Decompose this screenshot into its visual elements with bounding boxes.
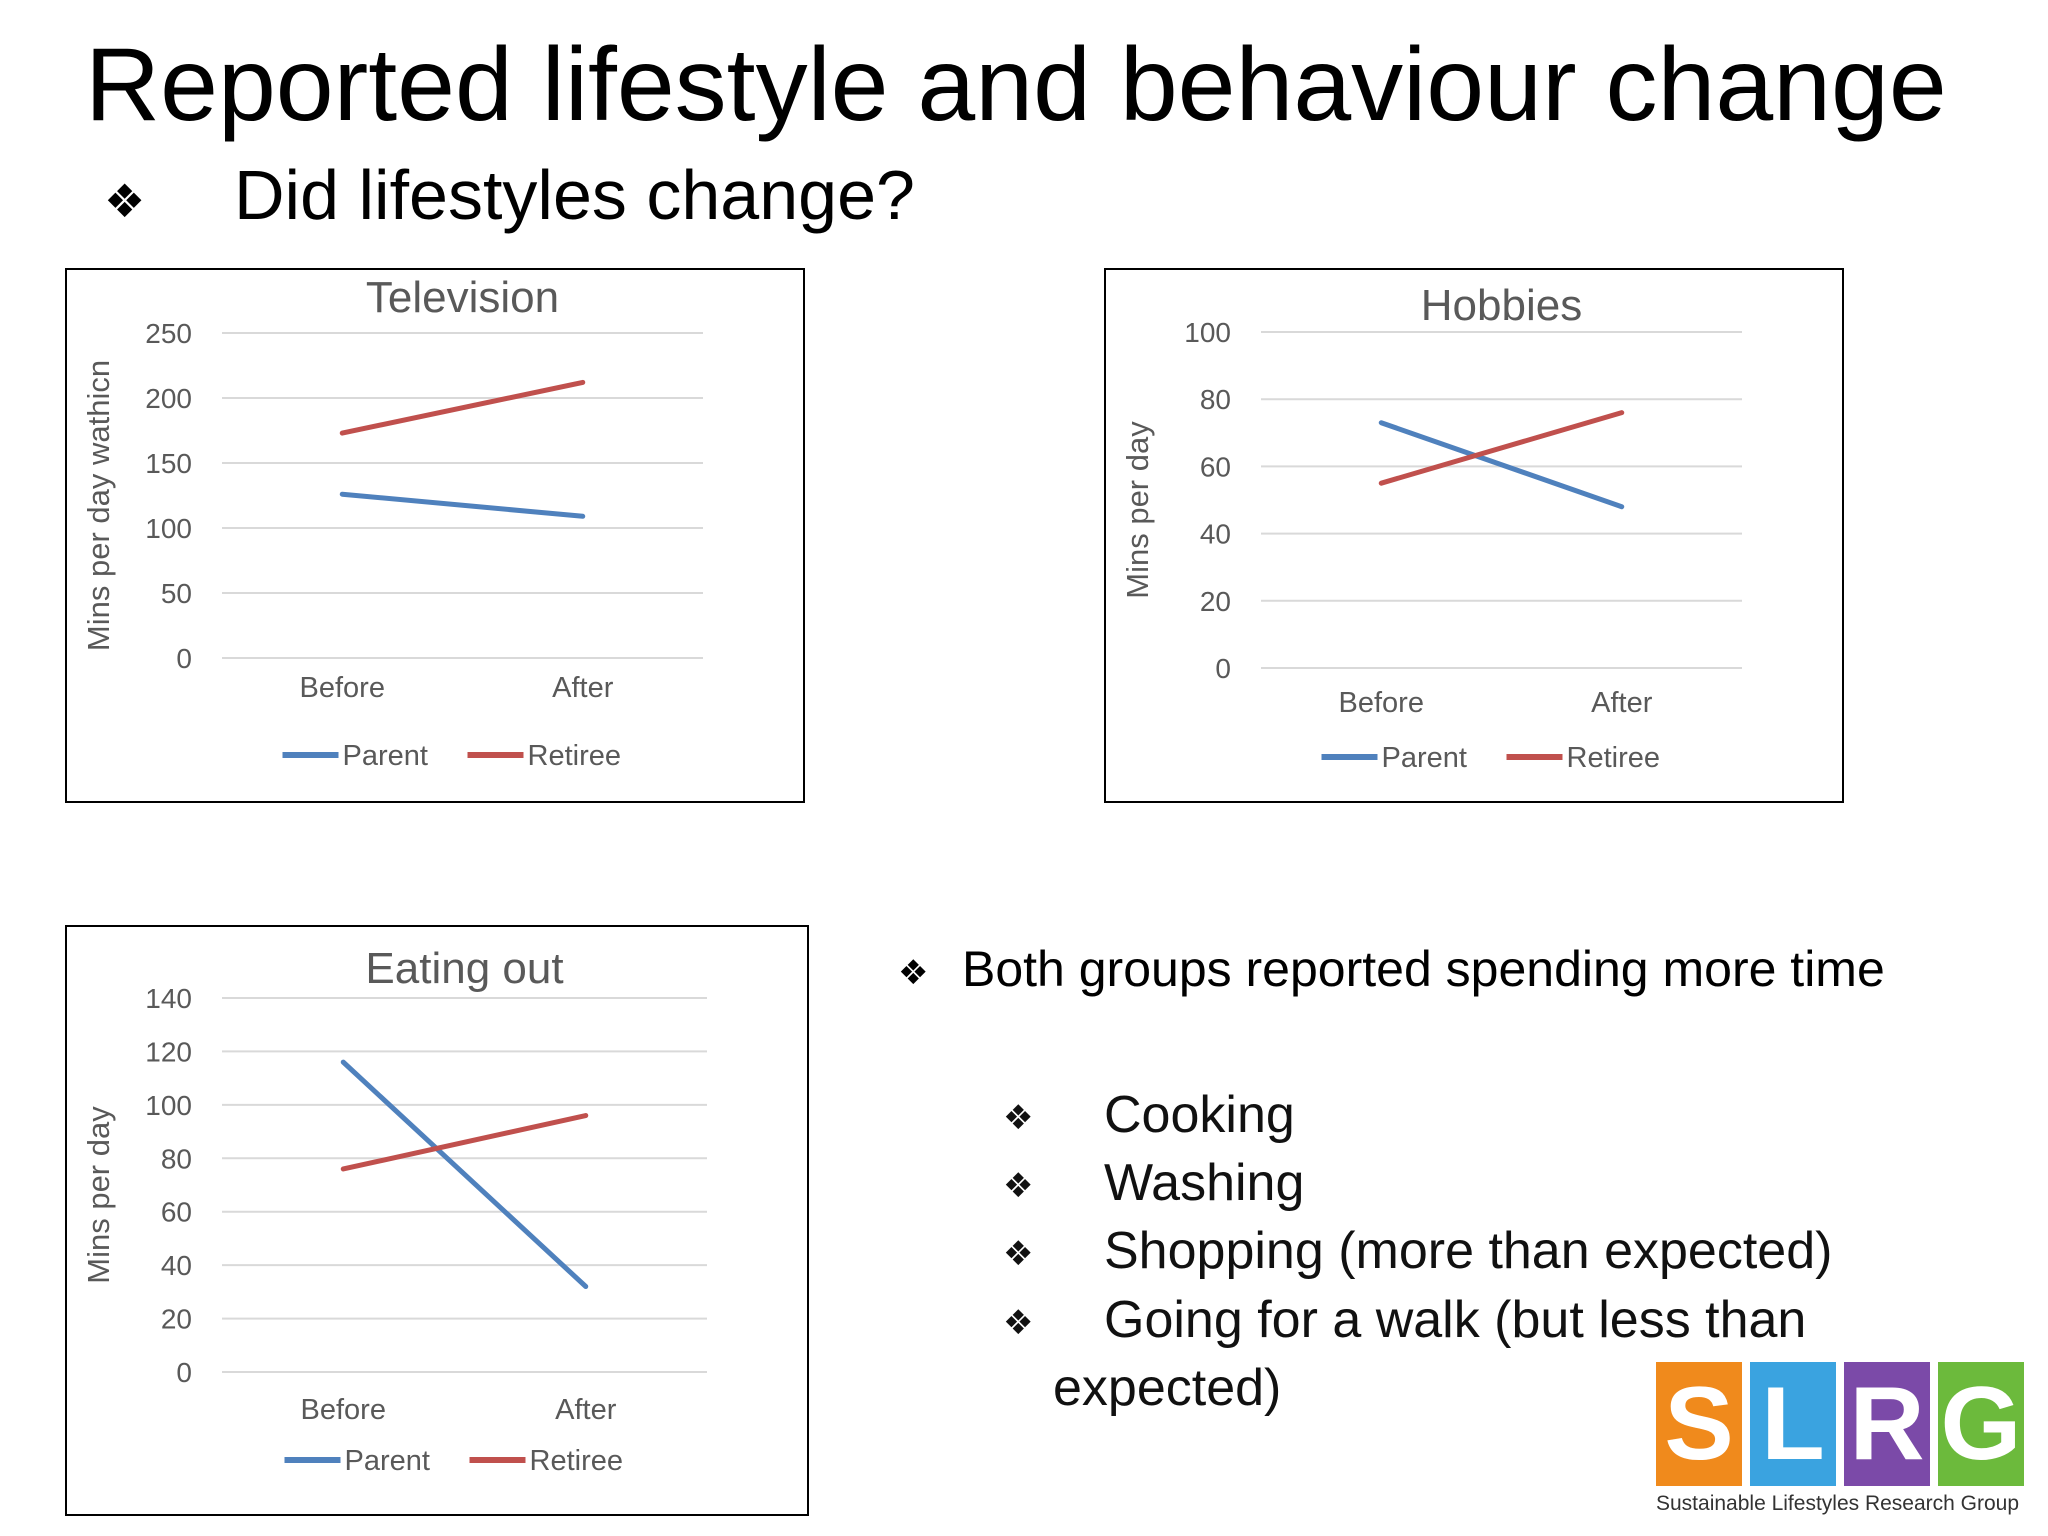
notes-item-text: Going for a walk (but less than: [1104, 1291, 1807, 1349]
notes-item-text: Cooking: [1104, 1086, 1295, 1144]
legend-label: Parent: [345, 1445, 430, 1477]
y-tick-label: 0: [176, 643, 192, 674]
notes-item-continuation: expected): [1053, 1359, 1282, 1417]
slide-subtitle-row: ❖ Did lifestyles change?: [104, 145, 915, 251]
slide-subtitle: Did lifestyles change?: [234, 156, 915, 234]
series-line-retiree: [1378, 410, 1625, 486]
x-tick-label: Before: [1339, 687, 1424, 719]
y-axis-label: Mins per day: [1120, 421, 1155, 599]
logo-letter: G: [1938, 1362, 2024, 1486]
notes-item-text: Shopping (more than expected): [1104, 1222, 1833, 1280]
diamond-bullet-icon: ❖: [104, 174, 146, 227]
slide-title: Reported lifestyle and behaviour change: [85, 27, 1947, 143]
y-tick-label: 20: [1200, 586, 1231, 617]
y-tick-label: 40: [1200, 519, 1231, 550]
y-tick-label: 120: [145, 1036, 192, 1067]
x-tick-label: Before: [301, 1394, 386, 1426]
y-tick-label: 0: [176, 1357, 192, 1388]
y-tick-label: 80: [161, 1143, 192, 1174]
chart-svg: 0 50 100 150 200 250 Television Mins per day wa…: [81, 273, 703, 772]
y-tick-label: 100: [145, 513, 192, 544]
notes-item: ❖ Cooking: [1003, 1085, 1295, 1145]
logo-tagline: Sustainable Lifestyles Research Group: [1656, 1492, 2020, 1515]
logo-letter: R: [1844, 1362, 1930, 1486]
diamond-bullet-icon: ❖: [1003, 1235, 1034, 1274]
x-tick-label: After: [552, 672, 614, 704]
slrg-logo: S L R G Sustainable Lifestyles Research …: [1656, 1362, 2024, 1522]
notes-item-text: Washing: [1104, 1154, 1305, 1212]
x-tick-label: Before: [300, 672, 385, 704]
logo-letter: L: [1750, 1362, 1836, 1486]
diamond-bullet-icon: ❖: [1003, 1099, 1034, 1138]
y-tick-label: 250: [145, 318, 192, 349]
series-line-retiree: [339, 379, 586, 436]
eating-out-chart: 0 20 40 60 80 100 120 140 Eating out Mins per day…: [65, 925, 809, 1516]
diamond-bullet-icon: ❖: [1003, 1304, 1034, 1343]
notes-item: ❖ Going for a walk (but less than: [1003, 1290, 1806, 1350]
series-line-parent: [340, 1059, 589, 1290]
chart-title: Hobbies: [1421, 281, 1582, 330]
chart-svg: 0 20 40 60 80 100 120 140 Eating out Mins per day…: [81, 944, 707, 1477]
y-tick-label: 60: [1200, 451, 1231, 482]
y-tick-label: 80: [1200, 384, 1231, 415]
chart-svg: 0 20 40 60 80 100 Hobbies Mins per day Before Aft…: [1120, 281, 1742, 774]
y-tick-label: 0: [1215, 653, 1231, 684]
y-tick-label: 40: [161, 1250, 192, 1281]
series-line-parent: [339, 491, 586, 519]
legend-label: Parent: [343, 740, 428, 772]
notes-main-text: Both groups reported spending more time: [962, 941, 1885, 997]
television-chart: 0 50 100 150 200 250 Television Mins per day wa…: [65, 268, 805, 803]
hobbies-chart: 0 20 40 60 80 100 Hobbies Mins per day Before Aft…: [1104, 268, 1844, 803]
diamond-bullet-icon: ❖: [1003, 1167, 1034, 1206]
y-axis-label: Mins per day: [81, 1106, 116, 1284]
y-tick-label: 200: [145, 383, 192, 414]
chart-title: Television: [366, 273, 559, 322]
y-tick-label: 140: [145, 983, 192, 1014]
series-line-retiree: [340, 1113, 589, 1172]
x-tick-label: After: [555, 1394, 617, 1426]
logo-letter: S: [1656, 1362, 1742, 1486]
legend-label: Parent: [1382, 742, 1467, 774]
series-line-parent: [1378, 420, 1625, 510]
x-tick-label: After: [1591, 687, 1653, 719]
y-tick-label: 60: [161, 1197, 192, 1228]
notes-main-row: ❖ Both groups reported spending more time: [898, 940, 1885, 998]
y-tick-label: 100: [145, 1090, 192, 1121]
legend-label: Retiree: [530, 1445, 624, 1477]
y-tick-label: 100: [1184, 317, 1231, 348]
diamond-bullet-icon: ❖: [898, 953, 929, 992]
legend-label: Retiree: [528, 740, 622, 772]
notes-item: ❖ Shopping (more than expected): [1003, 1221, 1832, 1281]
notes-block: ❖ Both groups reported spending more time: [898, 940, 1885, 998]
y-tick-label: 150: [145, 448, 192, 479]
chart-title: Eating out: [365, 944, 563, 993]
y-axis-label: Mins per day wathicn: [81, 360, 116, 651]
legend-label: Retiree: [1567, 742, 1661, 774]
notes-item: ❖ Washing: [1003, 1153, 1304, 1213]
y-tick-label: 50: [161, 578, 192, 609]
y-tick-label: 20: [161, 1304, 192, 1335]
